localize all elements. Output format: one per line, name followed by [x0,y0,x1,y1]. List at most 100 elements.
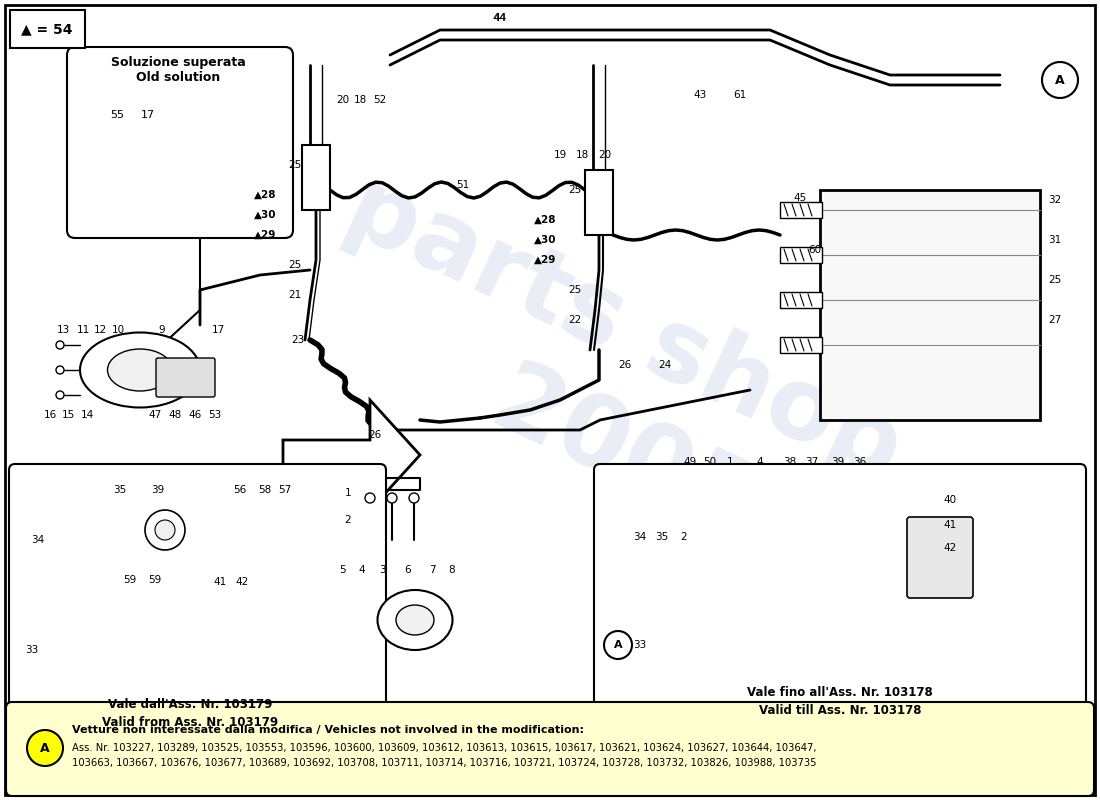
Bar [10,10,85,48]
Text: 16: 16 [43,410,56,420]
FancyBboxPatch shape [67,47,293,238]
Text: 45: 45 [793,193,806,203]
Text: 12: 12 [94,325,107,335]
FancyBboxPatch shape [9,464,386,726]
Text: ▲ = 54: ▲ = 54 [21,22,73,36]
Circle shape [365,493,375,503]
Text: 32: 32 [1048,195,1062,205]
Circle shape [28,730,63,766]
Polygon shape [283,400,420,510]
Text: 55: 55 [110,110,124,120]
Text: 21: 21 [288,290,301,300]
Text: 17: 17 [211,325,224,335]
Text: 34: 34 [634,532,647,542]
Text: 17: 17 [141,110,155,120]
Text: ▲28: ▲28 [534,215,557,225]
Text: 31: 31 [1048,235,1062,245]
Circle shape [56,366,64,374]
Text: 22: 22 [569,315,582,325]
FancyBboxPatch shape [594,464,1086,726]
Text: 60: 60 [808,245,822,255]
Text: 25: 25 [288,260,301,270]
Text: 47: 47 [148,410,162,420]
Text: 5: 5 [339,565,345,575]
Bar [780,292,822,308]
Text: Valid till Ass. Nr. 103178: Valid till Ass. Nr. 103178 [759,703,922,717]
Circle shape [1042,62,1078,98]
Text: 6: 6 [405,565,411,575]
FancyBboxPatch shape [6,702,1094,796]
Text: A: A [41,742,50,754]
Text: 2: 2 [681,532,688,542]
Bar [780,202,822,218]
Text: 19: 19 [553,150,566,160]
Text: 34: 34 [32,535,45,545]
Ellipse shape [396,605,435,635]
Circle shape [604,631,632,659]
Text: 10: 10 [111,325,124,335]
Text: 44: 44 [494,13,507,23]
Text: 42: 42 [944,543,957,553]
Text: 33: 33 [634,640,647,650]
Ellipse shape [80,333,200,407]
Text: Vale dall'Ass. Nr. 103179: Vale dall'Ass. Nr. 103179 [108,698,272,711]
Text: 27: 27 [1048,315,1062,325]
Ellipse shape [108,349,173,391]
Text: 51: 51 [456,180,470,190]
Text: 14: 14 [80,410,94,420]
Text: 20: 20 [337,95,350,105]
Text: Ass. Nr. 103227, 103289, 103525, 103553, 103596, 103600, 103609, 103612, 103613,: Ass. Nr. 103227, 103289, 103525, 103553,… [72,743,816,753]
Text: 41: 41 [944,520,957,530]
Text: 35: 35 [113,485,127,495]
Text: 37: 37 [805,457,818,467]
FancyBboxPatch shape [156,358,214,397]
Text: Valid from Ass. Nr. 103179: Valid from Ass. Nr. 103179 [102,715,278,729]
Text: 53: 53 [208,410,221,420]
Text: 8: 8 [449,565,455,575]
Text: 103663, 103667, 103676, 103677, 103689, 103692, 103708, 103711, 103714, 103716, : 103663, 103667, 103676, 103677, 103689, … [72,758,816,768]
Bar [585,170,613,235]
Text: 42: 42 [235,577,249,587]
Text: 38: 38 [783,457,796,467]
Text: ▲29: ▲29 [534,255,557,265]
Text: A: A [1055,74,1065,86]
Text: ▲28: ▲28 [254,190,276,200]
Text: 35: 35 [656,532,669,542]
Text: 9: 9 [158,325,165,335]
Bar [820,190,1040,420]
Bar [780,337,822,353]
Text: 26: 26 [368,430,382,440]
Text: A: A [614,640,623,650]
Text: 18: 18 [575,150,589,160]
Text: 40: 40 [944,495,957,505]
Text: Vetture non interessate dalla modifica / Vehicles not involved in the modificati: Vetture non interessate dalla modifica /… [72,725,584,735]
Circle shape [409,493,419,503]
Text: 23: 23 [292,335,305,345]
Text: 25: 25 [1048,275,1062,285]
Text: 24: 24 [659,360,672,370]
Text: 36: 36 [854,457,867,467]
Ellipse shape [377,590,452,650]
Text: 50: 50 [703,457,716,467]
Text: 15: 15 [62,410,75,420]
Text: Vale fino all'Ass. Nr. 103178: Vale fino all'Ass. Nr. 103178 [747,686,933,699]
Text: 52: 52 [373,95,386,105]
Text: 46: 46 [188,410,201,420]
Text: ▲29: ▲29 [254,230,276,240]
Text: 13: 13 [56,325,69,335]
Text: 44: 44 [493,13,507,23]
Text: 25: 25 [569,285,582,295]
Text: 61: 61 [734,90,747,100]
Text: 59: 59 [148,575,162,585]
Text: 3: 3 [378,565,385,575]
Text: 11: 11 [76,325,89,335]
Text: 18: 18 [353,95,366,105]
Text: 43: 43 [693,90,706,100]
Circle shape [56,391,64,399]
Text: 2: 2 [344,515,351,525]
Circle shape [56,341,64,349]
Text: 48: 48 [168,410,182,420]
Circle shape [155,520,175,540]
Text: 57: 57 [278,485,292,495]
Text: 56: 56 [233,485,246,495]
